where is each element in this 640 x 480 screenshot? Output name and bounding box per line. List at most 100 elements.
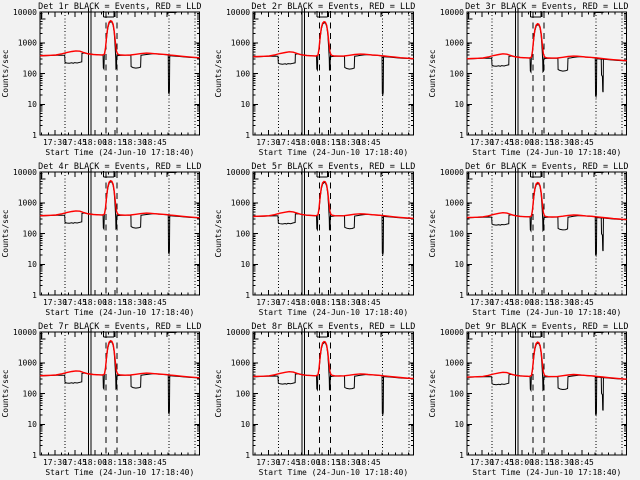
y-tick-label: 10 [240, 420, 250, 429]
x-tick-label: 17:30 [256, 298, 280, 307]
x-tick-label: 18:30 [550, 298, 574, 307]
x-tick-label: 18:15 [316, 298, 340, 307]
x-tick-label: 17:45 [276, 138, 300, 147]
x-tick-label: 18:30 [123, 298, 147, 307]
panel-title: Det 1r BLACK = Events, RED = LLD [38, 2, 201, 12]
events-tail-drop-curve [600, 58, 604, 93]
x-tick-label: 18:30 [550, 458, 574, 467]
x-tick-label: 17:45 [490, 138, 514, 147]
y-tick-label: 1 [459, 291, 464, 300]
panel-title: Det 7r BLACK = Events, RED = LLD [38, 322, 201, 332]
events-curve [39, 341, 200, 416]
y-tick-label: 100 [236, 230, 251, 239]
lld-curve [39, 339, 200, 379]
y-tick-label: 100 [23, 69, 38, 78]
x-tick-label: 18:30 [336, 138, 360, 147]
events-curve [39, 21, 200, 96]
x-tick-label: 17:30 [43, 458, 67, 467]
axes-frame [252, 11, 415, 136]
y-tick-label: 1 [245, 291, 250, 300]
y-tick-label: 1 [32, 291, 37, 300]
panel-det-2r: 17:30 17:45 18:00 18:15 18:30 18:45 1 10 100 1000… [213, 0, 427, 160]
y-tick-label: 10000 [13, 168, 37, 177]
x-tick-label: 17:30 [256, 458, 280, 467]
y-tick-label: 100 [450, 69, 465, 78]
x-axis-label: Start Time (24-Jun-10 17:18:40) [259, 148, 409, 157]
y-tick-label: 1000 [231, 199, 250, 208]
y-tick-label: 1 [32, 451, 37, 460]
panel-title: Det 2r BLACK = Events, RED = LLD [251, 2, 415, 12]
x-tick-label: 17:45 [63, 298, 87, 307]
x-tick-label: 17:30 [43, 298, 67, 307]
x-tick-label: 18:30 [336, 458, 360, 467]
panel-det-6r: 17:30 17:45 18:00 18:15 18:30 18:45 1 10 100 1000… [427, 160, 640, 320]
events-tail-drop-curve [600, 377, 604, 411]
axes-frame [466, 331, 628, 456]
axes-frame [466, 11, 628, 136]
y-tick-label: 10000 [13, 328, 37, 337]
y-tick-label: 1000 [231, 359, 250, 368]
x-tick-label: 17:30 [43, 138, 67, 147]
y-axis-label: Counts/sec [428, 49, 437, 97]
x-tick-label: 18:00 [83, 138, 107, 147]
y-axis-label: Counts/sec [214, 209, 223, 257]
panel-det-3r: 17:30 17:45 18:00 18:15 18:30 18:45 1 10 100 1000… [427, 0, 640, 160]
y-axis-label: Counts/sec [214, 369, 223, 417]
x-axis-label: Start Time (24-Jun-10 17:18:40) [472, 148, 621, 157]
y-tick-label: 10 [454, 260, 464, 269]
x-tick-label: 18:15 [316, 138, 340, 147]
panel-det-4r: 17:30 17:45 18:00 18:15 18:30 18:45 1 10 100 1000… [0, 160, 213, 320]
x-tick-label: 17:45 [276, 298, 300, 307]
y-tick-label: 1000 [445, 199, 464, 208]
y-tick-label: 10 [240, 260, 250, 269]
x-axis-label: Start Time (24-Jun-10 17:18:40) [259, 308, 409, 317]
panel-title: Det 4r BLACK = Events, RED = LLD [38, 162, 201, 172]
x-tick-label: 18:15 [530, 298, 554, 307]
panel-det-8r: 17:30 17:45 18:00 18:15 18:30 18:45 1 10 100 1000… [213, 320, 427, 480]
y-tick-label: 10000 [226, 328, 250, 337]
y-axis-label: Counts/sec [214, 49, 223, 97]
x-axis-label: Start Time (24-Jun-10 17:18:40) [472, 308, 621, 317]
y-tick-label: 1000 [445, 359, 464, 368]
y-tick-label: 1000 [445, 39, 464, 48]
x-tick-label: 18:45 [357, 458, 381, 467]
x-axis-label: Start Time (24-Jun-10 17:18:40) [259, 468, 409, 477]
x-tick-label: 17:30 [470, 298, 494, 307]
y-tick-label: 10000 [440, 168, 464, 177]
y-tick-label: 1 [459, 451, 464, 460]
y-axis-label: Counts/sec [1, 49, 10, 97]
y-axis-label: Counts/sec [428, 369, 437, 417]
y-tick-label: 100 [450, 229, 465, 238]
x-axis-label: Start Time (24-Jun-10 17:18:40) [45, 148, 194, 157]
events-curve [466, 24, 627, 99]
x-tick-label: 18:15 [103, 138, 127, 147]
y-axis-label: Counts/sec [1, 209, 10, 257]
y-tick-label: 1 [245, 131, 250, 140]
panel-title: Det 6r BLACK = Events, RED = LLD [465, 162, 628, 172]
x-tick-label: 18:45 [143, 138, 167, 147]
panel-det-1r: 17:30 17:45 18:00 18:15 18:30 18:45 1 10 100 1000… [0, 0, 213, 160]
y-tick-label: 100 [236, 70, 251, 79]
x-tick-label: 18:00 [296, 458, 320, 467]
lld-curve [253, 340, 414, 380]
lld-curve [39, 179, 200, 219]
y-tick-label: 1000 [18, 199, 37, 208]
x-axis-label: Start Time (24-Jun-10 17:18:40) [45, 468, 194, 477]
y-tick-label: 100 [236, 390, 251, 399]
x-tick-label: 17:30 [256, 138, 280, 147]
lld-curve [466, 181, 627, 221]
y-tick-label: 1000 [18, 39, 37, 48]
lld-curve [466, 341, 627, 380]
x-tick-label: 18:45 [143, 298, 167, 307]
y-tick-label: 10 [454, 100, 464, 109]
lld-curve [253, 20, 414, 60]
y-tick-label: 10000 [440, 8, 464, 17]
events-curve [253, 181, 414, 257]
x-tick-label: 18:00 [510, 298, 534, 307]
axes-frame [39, 171, 201, 296]
